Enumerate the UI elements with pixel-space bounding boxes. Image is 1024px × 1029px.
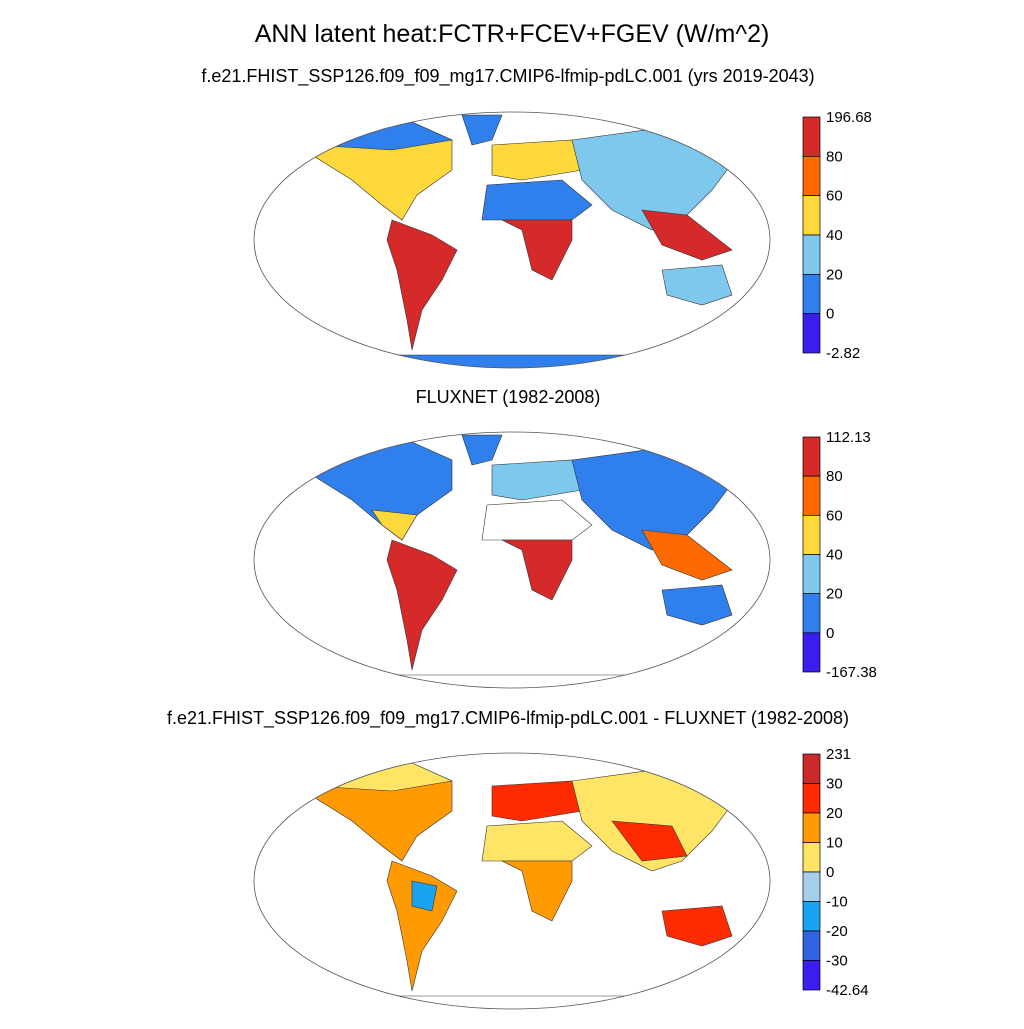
colorbar-box [802,871,821,902]
colorbar-label: 40 [826,547,843,564]
map [253,111,771,369]
colorbar-box [802,783,821,814]
colorbar-label: 20 [826,805,843,822]
colorbar-label: 231 [826,746,851,763]
colorbar-label: 80 [826,148,843,165]
colorbar-label: 40 [826,227,843,244]
colorbar-box [802,195,821,236]
colorbar-box [802,234,821,275]
figure-title: ANN latent heat:FCTR+FCEV+FGEV (W/m^2) [255,20,770,48]
colorbar-label: -42.64 [826,982,869,999]
colorbar-box [802,155,821,197]
colorbar-label: -30 [826,953,848,970]
colorbar-label: 20 [826,266,843,283]
map [253,752,771,1010]
panel-title: f.e21.FHIST_SSP126.f09_f09_mg17.CMIP6-lf… [167,708,849,729]
colorbar-box [802,901,821,932]
colorbar-box [802,475,821,516]
colorbar-label: 0 [826,306,834,323]
colorbar-label: 10 [826,835,843,852]
colorbar-box [802,930,821,961]
colorbar-label: 60 [826,188,843,205]
colorbar-label: 0 [826,625,834,642]
colorbar-box [802,593,821,634]
colorbar-label: 112.13 [826,429,871,446]
colorbar-label: -2.82 [826,345,860,362]
colorbar-box [802,554,821,595]
colorbar-box [802,436,821,477]
colorbar-box [802,960,821,991]
panel-title: FLUXNET (1982-2008) [416,387,601,407]
colorbar-box [802,812,821,843]
colorbar-box [802,632,821,673]
colorbar-label: 196.68 [826,109,872,126]
colorbar-label: -167.38 [826,664,877,681]
colorbar-box [802,753,821,784]
colorbar-box [802,116,821,157]
colorbar-label: -20 [826,923,848,940]
colorbar-label: 0 [826,864,834,881]
colorbar-label: 30 [826,776,843,793]
colorbar-label: 60 [826,507,843,524]
colorbar-box [802,514,821,555]
colorbar-label: -10 [826,894,848,911]
panel-title: f.e21.FHIST_SSP126.f09_f09_mg17.CMIP6-lf… [201,66,814,87]
colorbar-label: 20 [826,586,843,603]
colorbar-box [802,313,821,354]
colorbar-box [802,273,821,315]
colorbar-label: 80 [826,468,843,485]
colorbar-box [802,842,821,873]
map [253,431,771,689]
